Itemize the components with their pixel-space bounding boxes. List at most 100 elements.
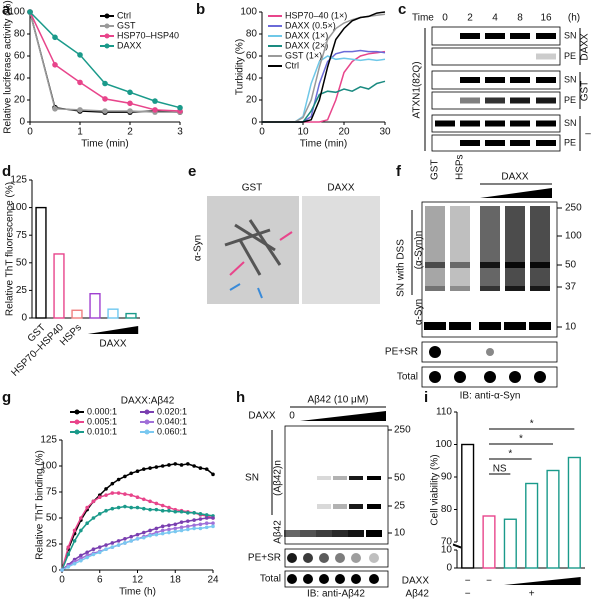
bar	[125, 312, 137, 319]
data-point	[110, 506, 115, 511]
band-label: (Aβ42)n	[273, 460, 284, 496]
mw-marker: 250	[565, 203, 582, 214]
data-point	[79, 553, 83, 558]
data-point	[66, 552, 71, 557]
group-label: DAXX	[580, 33, 591, 61]
micrograph	[207, 196, 299, 304]
dot-blot	[303, 553, 313, 563]
dot-blot	[429, 371, 441, 383]
legend-label: DAXX (0.5×)	[285, 20, 336, 30]
data-point	[173, 522, 178, 527]
y-axis-label: Turbidity (%)	[235, 39, 246, 95]
data-point	[198, 526, 203, 531]
treatment-sign: −	[465, 589, 471, 600]
blot-band	[450, 262, 470, 268]
panel-label: h	[236, 389, 245, 406]
blot-band	[349, 504, 363, 509]
data-point	[104, 508, 108, 513]
legend-title: DAXX:Aβ42	[121, 396, 175, 407]
y-tick-label: 75	[16, 230, 28, 241]
data-point	[141, 467, 146, 471]
blot-band	[435, 120, 455, 127]
x-tick-label: 6	[97, 575, 103, 586]
blot-band	[505, 262, 525, 268]
y-tick-label: 100	[10, 202, 27, 213]
y-axis-label: Relative ThT binding (%)	[35, 450, 46, 560]
bar	[71, 309, 83, 319]
data-point	[148, 507, 152, 512]
y-axis-label: Relative ThT fluorescence (%)	[5, 182, 16, 316]
blot-band	[460, 77, 480, 83]
fibril	[248, 219, 282, 266]
blot-band	[460, 97, 480, 104]
legend-label: GST	[117, 20, 136, 30]
data-point	[173, 529, 178, 534]
y-tick-label: 60	[14, 51, 26, 62]
legend-label: GST (1×)	[285, 50, 322, 60]
antibody-label: IB: anti-α-Syn	[460, 391, 521, 402]
data-point	[123, 537, 127, 541]
blot-box	[431, 47, 561, 66]
data-point	[91, 552, 96, 557]
panel-label: f	[396, 163, 402, 180]
blot-band	[536, 140, 556, 146]
blot-band	[316, 530, 332, 537]
panel-label: g	[2, 389, 11, 406]
fraction-label: SN	[245, 473, 259, 484]
dot-blot	[486, 348, 494, 356]
time-label: 0	[442, 13, 448, 24]
dot-blot	[534, 371, 546, 383]
data-point	[104, 493, 108, 497]
row-label: SN	[564, 118, 577, 128]
y-tick-label: 50	[16, 257, 28, 268]
dot-blot	[287, 553, 297, 563]
y-tick-label: 20	[246, 95, 258, 106]
data-point	[127, 100, 133, 107]
data-point	[135, 537, 140, 541]
band-label: Aβ42	[273, 520, 284, 544]
data-point	[91, 499, 96, 504]
group-label: –	[585, 129, 591, 140]
blot-band	[460, 140, 480, 146]
gradient-wedge	[480, 188, 552, 198]
data-point	[79, 558, 83, 563]
data-point	[173, 462, 178, 466]
data-point	[110, 545, 115, 549]
panel-label: b	[196, 1, 205, 18]
data-point	[91, 547, 96, 551]
legend-marker	[104, 43, 110, 49]
x-tick-label: 20	[338, 127, 350, 138]
data-point	[52, 34, 58, 41]
legend-label: 0.040:1	[157, 416, 187, 426]
y-tick-label: 10	[441, 545, 453, 556]
legend-label: 0.005:1	[87, 416, 117, 426]
legend-label: Ctrl	[117, 10, 131, 20]
group-label: GST	[580, 81, 591, 102]
gradient-wedge	[87, 326, 139, 334]
blot-band	[367, 504, 381, 509]
column-label: DAXX	[327, 183, 355, 194]
legend-label: 0.000:1	[87, 406, 117, 416]
x-tick-label: 0	[59, 575, 65, 586]
blot-band	[366, 530, 382, 537]
blot-band	[485, 120, 505, 127]
legend-marker	[74, 429, 80, 435]
fibril	[238, 239, 262, 276]
blot-band	[424, 322, 446, 330]
series-line	[61, 522, 213, 571]
data-point	[198, 522, 203, 527]
data-point	[148, 499, 152, 504]
data-point	[179, 528, 184, 533]
data-point	[154, 501, 159, 506]
time-label: 4	[492, 13, 498, 24]
dot-blot	[319, 553, 329, 563]
bar	[89, 293, 101, 319]
y-tick-label: 25	[16, 285, 28, 296]
y-tick-label: 100	[40, 461, 57, 472]
blot-band	[332, 530, 348, 537]
lane-label: HSPs	[455, 154, 466, 180]
series-line	[262, 80, 386, 123]
blot-band	[367, 476, 381, 480]
arrow	[257, 287, 263, 299]
